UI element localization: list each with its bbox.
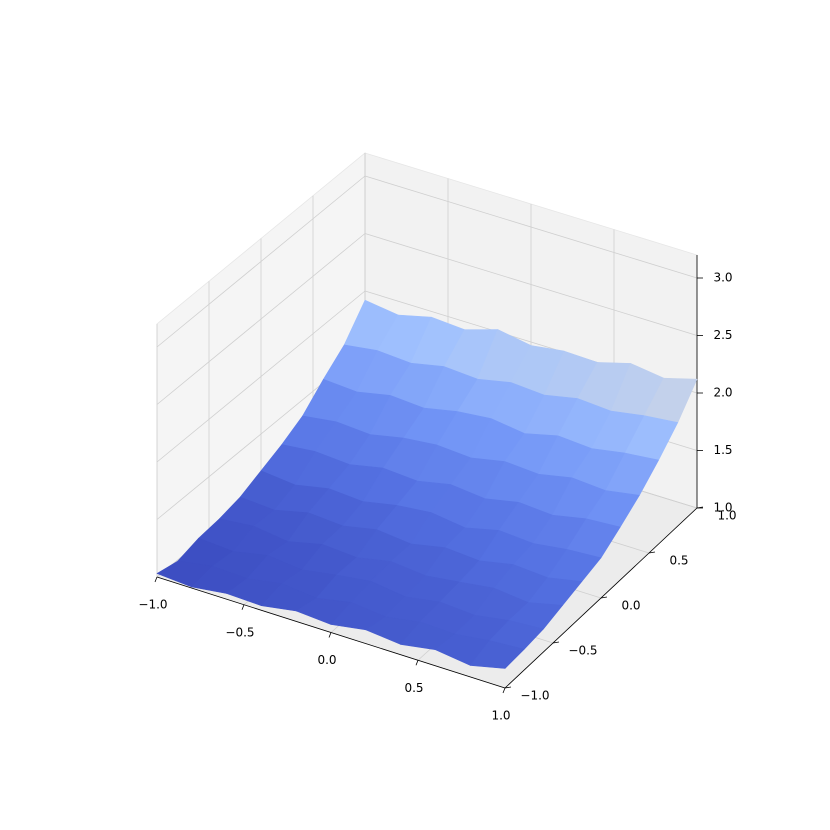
x-tick bbox=[328, 632, 332, 638]
z-tick-label: 3.0 bbox=[713, 271, 732, 285]
x-tick-label: 0.5 bbox=[404, 681, 423, 695]
surface-facet bbox=[469, 640, 525, 669]
x-tick-label: −0.5 bbox=[225, 625, 254, 639]
x-tick bbox=[415, 660, 419, 666]
y-tick-label: 0.0 bbox=[621, 599, 640, 613]
grid-line bbox=[156, 233, 366, 405]
y-tick bbox=[552, 641, 560, 644]
y-tick bbox=[504, 686, 512, 689]
grid-line bbox=[364, 175, 698, 279]
x-tick-label: −1.0 bbox=[138, 598, 167, 612]
y-tick-label: −1.0 bbox=[520, 689, 549, 703]
x-tick-label: 1.0 bbox=[491, 709, 510, 723]
y-tick bbox=[648, 551, 656, 554]
grid-line bbox=[364, 233, 698, 336]
y-tick-label: −0.5 bbox=[568, 644, 597, 658]
x-tick bbox=[502, 687, 506, 694]
z-tick-label: 1.0 bbox=[713, 501, 732, 515]
y-tick-label: 1.0 bbox=[717, 509, 736, 523]
x-tick-label: 0.0 bbox=[317, 653, 336, 667]
z-tick-label: 1.5 bbox=[713, 443, 732, 457]
grid-line bbox=[156, 175, 366, 348]
x-tick bbox=[241, 604, 245, 610]
y-tick bbox=[600, 596, 608, 599]
z-tick-label: 2.5 bbox=[713, 328, 732, 342]
y-tick-label: 0.5 bbox=[669, 554, 688, 568]
z-tick-label: 2.0 bbox=[713, 386, 732, 400]
grid-line bbox=[156, 290, 366, 463]
x-tick bbox=[154, 576, 158, 583]
